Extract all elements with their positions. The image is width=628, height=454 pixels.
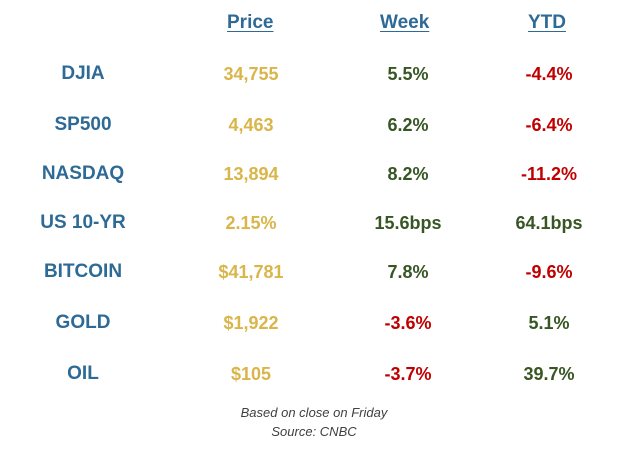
instrument-name: BITCOIN [43, 261, 123, 282]
table-row: SP500 4,463 6.2% -6.4% [0, 110, 628, 140]
week-change: -3.7% [384, 364, 432, 384]
week-change: 5.5% [387, 64, 429, 84]
price-value: 4,463 [228, 115, 274, 135]
price-value: 2.15% [225, 213, 277, 233]
footer-note: Based on close on Friday [240, 405, 388, 420]
instrument-name: SP500 [54, 114, 112, 135]
week-change: 8.2% [387, 164, 429, 184]
instrument-name: DJIA [61, 63, 105, 84]
ytd-change: -6.4% [525, 115, 573, 135]
table-row: GOLD $1,922 -3.6% 5.1% [0, 308, 628, 338]
header-ytd: YTD [528, 12, 566, 33]
header-week: Week [380, 12, 430, 33]
ytd-change: 64.1bps [515, 213, 583, 233]
price-value: $41,781 [218, 262, 284, 282]
ytd-change: 39.7% [523, 364, 575, 384]
ytd-change: -4.4% [525, 64, 573, 84]
header-price: Price [227, 12, 274, 33]
price-value: 34,755 [223, 64, 279, 84]
instrument-name: GOLD [55, 312, 111, 333]
instrument-name: US 10-YR [40, 212, 126, 233]
ytd-change: -9.6% [525, 262, 573, 282]
table-row: DJIA 34,755 5.5% -4.4% [0, 59, 628, 89]
table-row: US 10-YR 2.15% 15.6bps 64.1bps [0, 208, 628, 238]
price-value: 13,894 [223, 164, 279, 184]
price-value: $105 [230, 364, 272, 384]
week-change: 7.8% [387, 262, 429, 282]
table-row: NASDAQ 13,894 8.2% -11.2% [0, 159, 628, 189]
instrument-name: NASDAQ [41, 163, 125, 184]
week-change: 6.2% [387, 115, 429, 135]
table-row: BITCOIN $41,781 7.8% -9.6% [0, 257, 628, 287]
price-value: $1,922 [223, 313, 279, 333]
instrument-name: OIL [67, 363, 99, 384]
ytd-change: 5.1% [528, 313, 570, 333]
week-change: -3.6% [384, 313, 432, 333]
table-row: OIL $105 -3.7% 39.7% [0, 359, 628, 389]
ytd-change: -11.2% [520, 164, 578, 184]
week-change: 15.6bps [374, 213, 442, 233]
footer-source: Source: CNBC [271, 424, 357, 439]
